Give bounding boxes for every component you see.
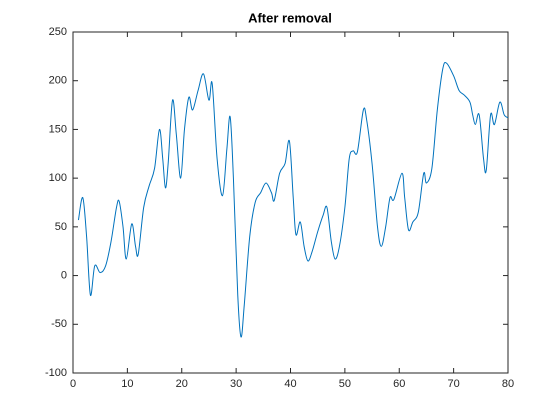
x-tick-label: 60 [393, 378, 405, 390]
y-tick-label: 0 [61, 269, 67, 281]
y-tick-label: -50 [51, 318, 67, 330]
y-tick-label: 200 [49, 75, 67, 87]
x-tick-label: 80 [502, 378, 514, 390]
x-tick-label: 50 [339, 378, 351, 390]
y-tick-label: 100 [49, 172, 67, 184]
x-tick-label: 70 [448, 378, 460, 390]
x-tick-label: 10 [121, 378, 133, 390]
y-tick-label: 250 [49, 26, 67, 38]
y-tick-label: 150 [49, 123, 67, 135]
x-tick-label: 40 [284, 378, 296, 390]
x-tick-label: 0 [70, 378, 76, 390]
plot-area [72, 31, 509, 374]
x-tick-label: 20 [176, 378, 188, 390]
chart-title: After removal [248, 10, 332, 25]
y-tick-label: 50 [55, 221, 67, 233]
data-line [77, 61, 509, 338]
y-tick-label: -100 [45, 367, 67, 379]
x-tick-label: 30 [230, 378, 242, 390]
